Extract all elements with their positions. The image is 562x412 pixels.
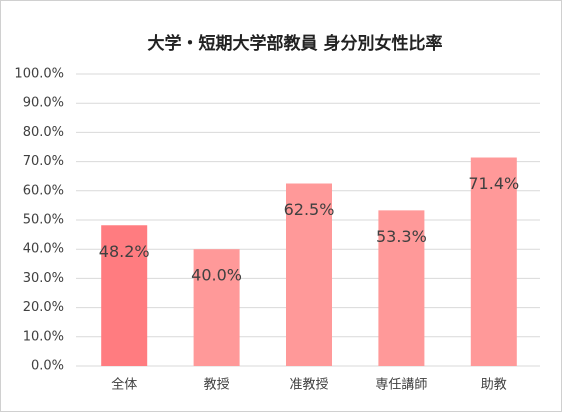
value-label: 62.5% xyxy=(284,200,335,219)
bar xyxy=(101,225,148,366)
x-tick-label: 助教 xyxy=(481,377,507,393)
y-tick-label: 100.0% xyxy=(14,67,64,82)
y-tick-label: 0.0% xyxy=(31,359,64,374)
bar xyxy=(193,249,240,366)
bar xyxy=(378,210,425,366)
y-tick-label: 30.0% xyxy=(23,271,64,286)
y-tick-label: 40.0% xyxy=(23,242,64,257)
bar xyxy=(470,157,517,366)
value-label: 53.3% xyxy=(376,227,427,246)
y-tick-label: 60.0% xyxy=(23,183,64,198)
value-label: 71.4% xyxy=(468,174,519,193)
y-tick-label: 70.0% xyxy=(23,154,64,169)
y-tick-label: 90.0% xyxy=(23,96,64,111)
bar xyxy=(286,183,332,366)
x-tick-label: 准教授 xyxy=(289,377,328,393)
y-tick-label: 20.0% xyxy=(23,300,64,315)
value-label: 48.2% xyxy=(99,242,150,261)
x-tick-label: 専任講師 xyxy=(375,377,427,393)
value-label: 40.0% xyxy=(191,266,242,285)
chart-title: 大学・短期大学部教員 身分別女性比率 xyxy=(148,33,443,54)
y-tick-label: 80.0% xyxy=(23,125,64,140)
y-tick-label: 50.0% xyxy=(23,213,64,228)
x-tick-label: 教授 xyxy=(204,377,230,393)
y-tick-label: 10.0% xyxy=(23,329,64,344)
x-tick-label: 全体 xyxy=(111,377,137,393)
